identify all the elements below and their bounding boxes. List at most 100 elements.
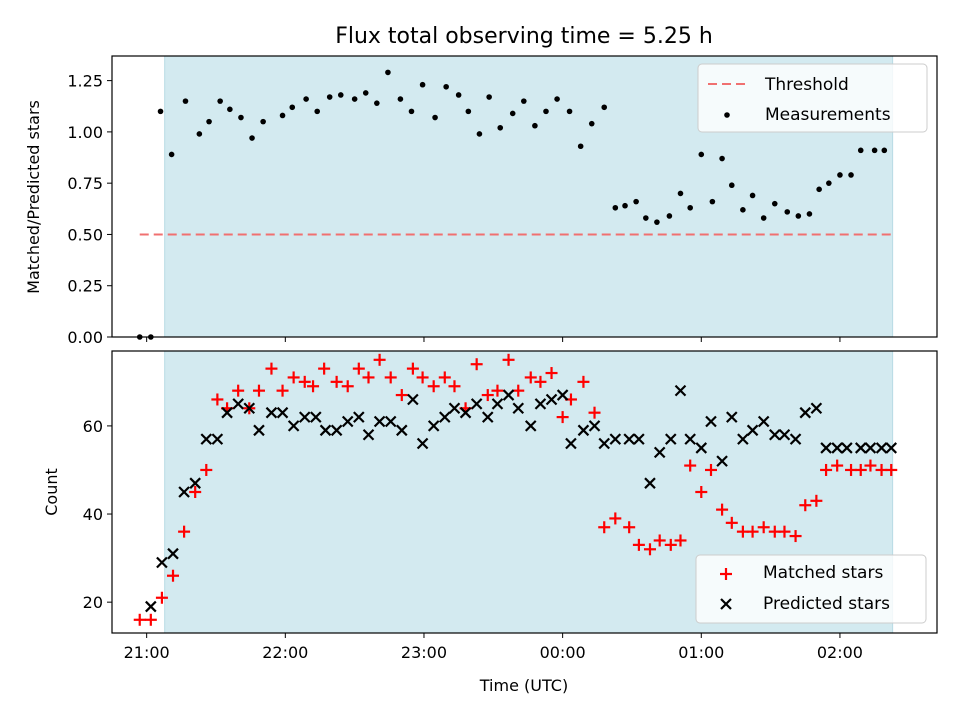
matched-star-point (416, 371, 429, 384)
matched-star-point (643, 543, 656, 556)
y-tick-label: 0.25 (67, 277, 103, 296)
matched-star-point (155, 591, 168, 604)
predicted-star-point (362, 428, 375, 441)
y-tick-label: 20 (83, 593, 103, 612)
measurement-point (881, 147, 888, 154)
bottom-data-points (133, 353, 898, 626)
predicted-star-point (799, 406, 812, 419)
measurement-point (279, 112, 286, 119)
y-tick-label: 1.00 (67, 123, 103, 142)
measurement-point (795, 213, 802, 219)
matched-star-point (653, 534, 666, 547)
predicted-star-point (330, 424, 343, 437)
matched-star-point (341, 380, 354, 393)
chart-title: Flux total observing time = 5.25 h (335, 24, 713, 49)
measurement-point (857, 147, 864, 154)
predicted-star-point (588, 420, 601, 432)
legend-matched-label: Matched stars (763, 563, 883, 583)
predicted-star-point (726, 411, 738, 423)
matched-star-point (854, 463, 867, 476)
measurement-point (157, 108, 164, 115)
x-tick-label: 00:00 (540, 643, 586, 662)
matched-star-point (716, 503, 729, 516)
matched-star-point (395, 389, 408, 402)
predicted-star-point (310, 411, 322, 423)
predicted-star-point (674, 384, 687, 397)
predicted-star-point (644, 477, 656, 489)
matched-star-point (438, 371, 451, 384)
matched-star-point (512, 384, 525, 397)
matched-star-point (406, 362, 419, 375)
predicted-star-point (512, 402, 525, 415)
predicted-star-point (545, 393, 558, 406)
predicted-star-point (407, 393, 419, 406)
matched-star-point (167, 569, 180, 582)
predicted-star-point (243, 402, 256, 415)
measurement-point (206, 118, 212, 125)
measurement-point (848, 172, 854, 178)
predicted-star-point (253, 424, 265, 437)
matched-star-point (789, 530, 802, 543)
measurement-point (577, 143, 584, 150)
matched-star-point (524, 371, 537, 384)
matched-star-point (664, 538, 677, 551)
matched-star-point (232, 384, 245, 397)
measurement-point (465, 108, 472, 115)
measurement-point (601, 104, 608, 111)
predicted-star-point (491, 398, 504, 410)
y-tick-label: 0.75 (67, 174, 103, 193)
predicted-star-point (556, 389, 569, 401)
matched-star-point (200, 463, 213, 476)
measurement-point (326, 94, 333, 100)
measurement-point (385, 69, 391, 76)
predicted-star-point (448, 402, 461, 415)
measurement-point (351, 96, 358, 102)
measurement-point (543, 108, 549, 115)
predicted-star-point (684, 433, 696, 445)
matched-star-point (757, 521, 770, 534)
measurement-point (698, 151, 705, 158)
x-tick-label: 01:00 (678, 643, 724, 662)
predicted-star-point (211, 433, 224, 445)
predicted-star-point (778, 428, 791, 441)
matched-star-point (352, 362, 365, 375)
top-data-points (136, 69, 888, 340)
predicted-star-point (854, 442, 867, 454)
y-tick-label: 40 (83, 505, 103, 524)
predicted-star-point (341, 415, 354, 428)
legend-predicted-label: Predicted stars (763, 594, 890, 614)
measurement-point (260, 118, 266, 125)
measurement-point (217, 98, 223, 104)
legend-predicted-swatch (720, 598, 732, 610)
matched-star-point (598, 521, 611, 534)
matched-star-point (384, 371, 397, 384)
matched-star-point (684, 459, 697, 472)
predicted-star-point (287, 420, 300, 432)
bottom-axis-ticks: 20 40 60 21:00 22:00 23:00 00:00 01:00 02:00 (83, 417, 863, 662)
matched-star-point (373, 353, 386, 366)
top-axis-ticks: 0.00 0.25 0.50 0.75 1.00 1.25 (67, 72, 841, 347)
measurement-point (826, 180, 832, 186)
matched-star-point (265, 362, 278, 375)
matched-star-point (704, 463, 717, 476)
top-panel: 0.00 0.25 0.50 0.75 1.00 1.25 Matched/Predict… (24, 55, 938, 347)
matched-star-point (725, 516, 738, 529)
matched-star-point (276, 384, 289, 397)
matched-star-point (330, 375, 343, 388)
predicted-star-point (481, 411, 494, 423)
predicted-star-point (633, 433, 645, 445)
predicted-star-point (716, 455, 728, 467)
matched-star-point (799, 499, 812, 512)
predicted-star-point (577, 424, 590, 437)
x-tick-label: 02:00 (817, 643, 863, 662)
matched-star-point (820, 463, 833, 476)
top-y-axis-label: Matched/Predicted stars (24, 100, 43, 294)
predicted-star-point (598, 437, 611, 450)
measurement-point (509, 110, 516, 117)
matched-star-point (534, 375, 547, 388)
legend-matched-swatch (720, 568, 732, 580)
predicted-star-point (705, 415, 717, 428)
measurement-point (362, 90, 369, 96)
bottom-legend-box (695, 554, 927, 624)
matched-star-point (298, 375, 311, 388)
